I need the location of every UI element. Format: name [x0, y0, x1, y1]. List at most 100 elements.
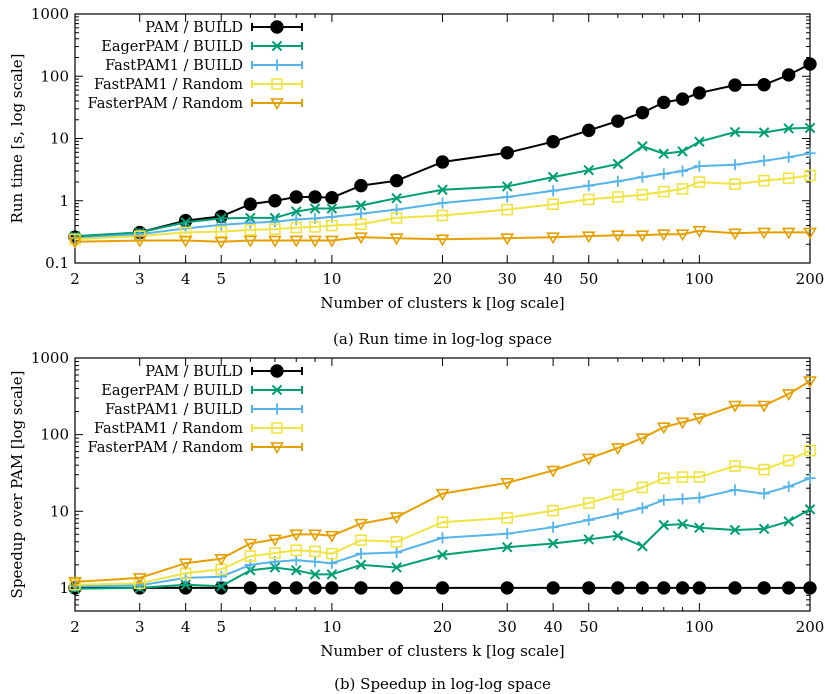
data-point: [546, 465, 561, 478]
data-point: [757, 400, 771, 413]
y-tick-label: 100: [40, 67, 69, 85]
data-point: [758, 463, 770, 476]
data-point: [782, 172, 795, 185]
series-line: [74, 229, 810, 243]
legend-label: PAM / BUILD: [145, 364, 243, 380]
data-point: [326, 547, 338, 560]
data-point: [612, 530, 624, 542]
data-point: [309, 569, 321, 580]
data-point: [636, 171, 649, 183]
data-point: [758, 174, 770, 187]
y-axis-label: Run time [s, log scale]: [8, 54, 26, 224]
data-point: [583, 534, 595, 545]
data-point: [757, 227, 771, 240]
legend-marker: [271, 59, 283, 71]
data-point: [612, 488, 624, 501]
data-point: [244, 224, 257, 236]
legend-label: EagerPAM / BUILD: [101, 39, 243, 55]
data-point: [215, 225, 228, 238]
data-point: [547, 198, 559, 211]
series-fastpam1-build: [69, 147, 816, 244]
data-point: [391, 192, 402, 204]
data-point: [436, 532, 449, 544]
x-tick-label: 30: [498, 618, 517, 636]
data-point: [389, 581, 404, 595]
data-point: [501, 528, 513, 540]
data-point: [214, 553, 229, 566]
series-eagerpam-build: [69, 122, 816, 242]
data-point: [289, 190, 303, 204]
data-point: [435, 581, 450, 595]
data-point: [325, 581, 339, 595]
data-point: [290, 544, 303, 557]
data-point: [803, 227, 817, 240]
data-point: [728, 400, 742, 413]
data-point: [547, 521, 559, 533]
data-point: [269, 562, 281, 573]
data-point: [656, 422, 671, 435]
data-point: [658, 148, 670, 160]
data-point: [675, 417, 690, 430]
plot-area: [74, 13, 811, 264]
data-point: [804, 472, 816, 484]
data-point: [692, 581, 707, 595]
data-point: [326, 557, 338, 569]
series-fastpam1-random: [69, 169, 816, 246]
data-point: [501, 191, 513, 203]
y-minor-ticks: [75, 14, 810, 263]
data-point: [326, 219, 338, 232]
legend-label: EagerPAM / BUILD: [101, 383, 243, 399]
data-point: [546, 232, 561, 245]
data-point: [693, 160, 705, 172]
series-fasterpam-random: [68, 225, 817, 249]
legend-label: FastPAM1 / Random: [94, 421, 243, 437]
data-point: [289, 235, 304, 248]
data-point: [500, 478, 515, 490]
legend-marker: [271, 40, 283, 52]
data-point: [355, 208, 367, 220]
x-tick-label: 2: [70, 270, 80, 288]
data-point: [290, 221, 303, 234]
data-point: [657, 472, 670, 485]
data-point: [215, 580, 227, 592]
data-point: [501, 512, 514, 524]
data-point: [269, 216, 281, 228]
legend-marker: [271, 403, 283, 415]
data-point: [325, 190, 339, 205]
data-point: [803, 581, 817, 595]
data-point: [694, 522, 705, 534]
data-point: [658, 519, 670, 531]
data-point: [132, 573, 147, 586]
data-point: [729, 126, 741, 138]
data-point: [289, 529, 304, 542]
data-point: [243, 197, 258, 211]
data-point: [583, 514, 595, 526]
data-point: [635, 433, 650, 446]
data-point: [354, 232, 368, 245]
x-tick-label: 5: [216, 270, 226, 288]
data-point: [729, 178, 741, 190]
data-point: [635, 105, 650, 120]
data-point: [214, 236, 229, 249]
data-point: [309, 545, 321, 558]
series-line: [74, 508, 811, 590]
data-point: [676, 493, 689, 505]
data-point: [547, 171, 559, 183]
data-point: [500, 233, 515, 246]
data-point: [612, 175, 624, 187]
data-point: [729, 524, 741, 536]
chart-panel-b: 1 10 100 1000 2 3 4 5 10 20 30 40 50 100 200 Number of …: [8, 349, 824, 693]
x-tick-label: 50: [579, 618, 598, 636]
data-point: [436, 516, 449, 529]
data-point: [308, 529, 322, 542]
data-point: [354, 178, 368, 193]
data-point: [546, 581, 560, 595]
data-point: [657, 581, 671, 595]
x-tick-label: 50: [579, 270, 598, 288]
data-point: [803, 376, 817, 389]
legend-label: FasterPAM / Random: [88, 440, 244, 456]
data-point: [581, 453, 596, 466]
data-point: [180, 217, 191, 228]
data-point: [637, 140, 648, 152]
